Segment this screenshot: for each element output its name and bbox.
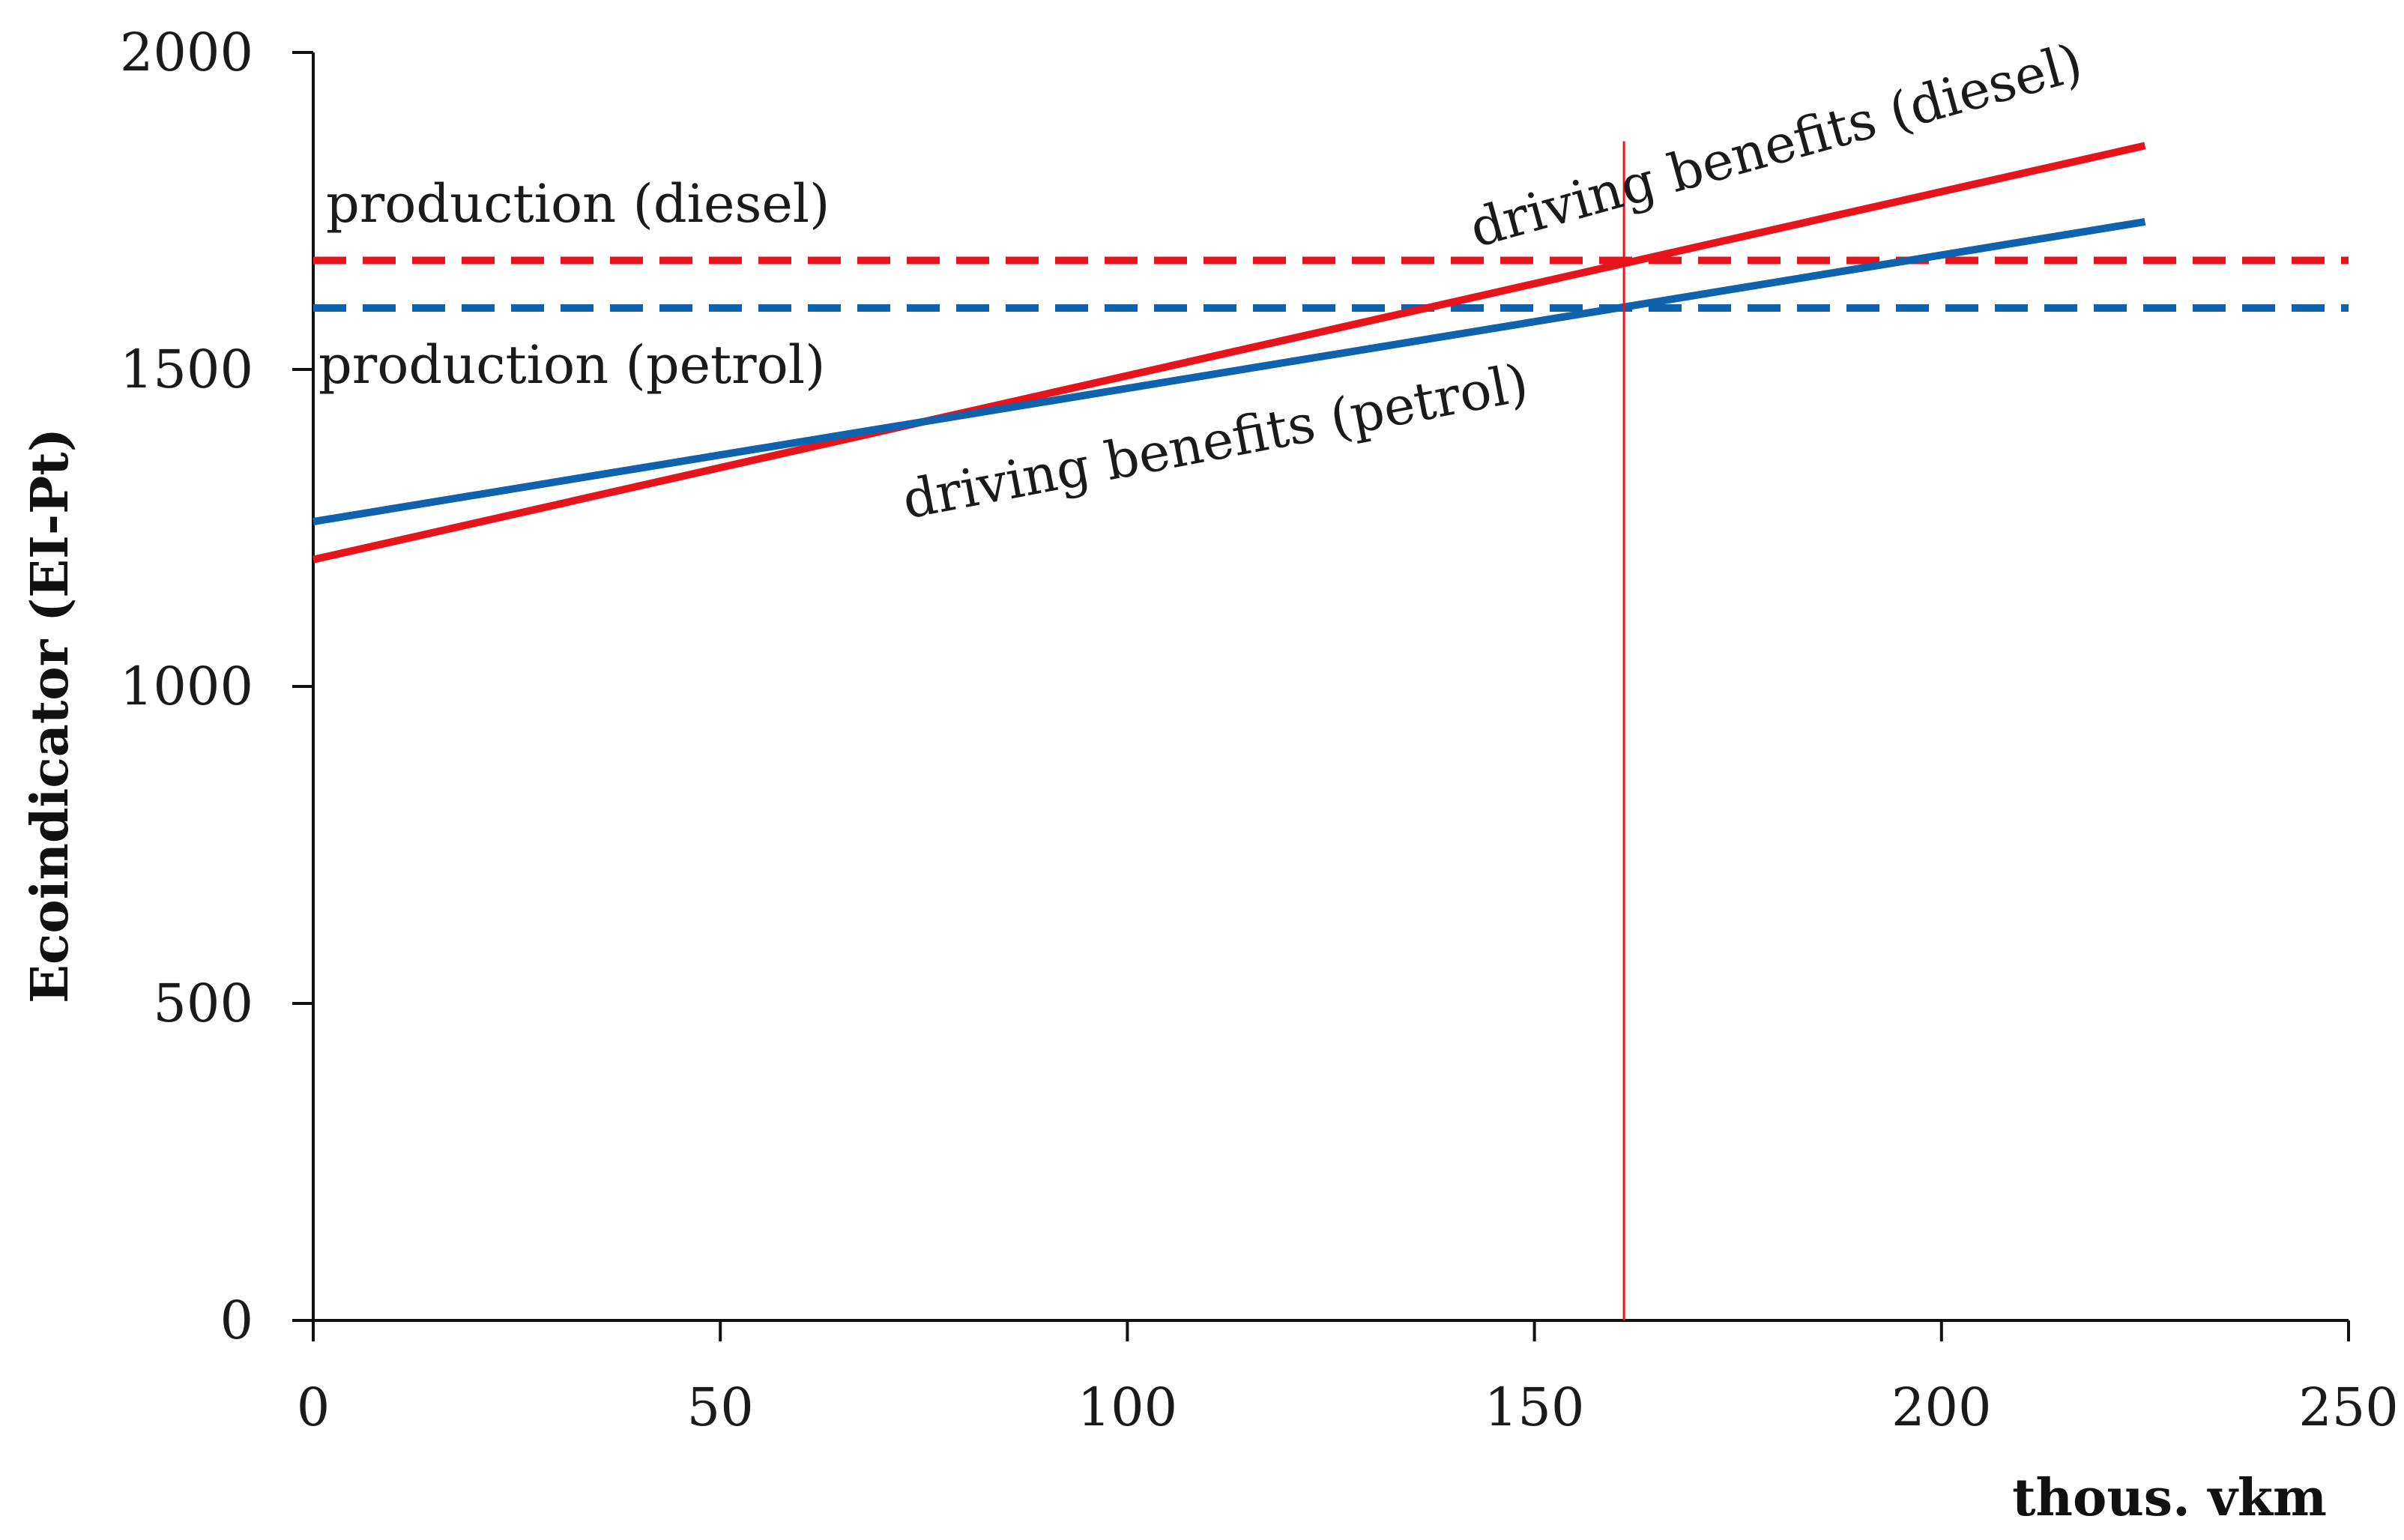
x-tick-label: 100 <box>1078 1377 1178 1438</box>
annotation-driving-benefits-petrol: driving benefits (petrol) <box>898 351 1533 531</box>
annotation-production-diesel: production (diesel) <box>326 173 830 235</box>
series-line-driving-benefits-diesel <box>312 142 2146 564</box>
x-axis-ticks: 0 50 100 150 200 250 <box>297 1320 2399 1438</box>
x-tick-label: 50 <box>687 1377 754 1438</box>
y-axis-title: Ecoindicator (EI-Pt) <box>20 428 80 1003</box>
y-tick-label: 2000 <box>120 22 253 83</box>
x-tick-label: 0 <box>297 1377 330 1438</box>
y-tick-label: 0 <box>220 1290 253 1351</box>
series-line-driving-benefits-petrol <box>312 217 2146 525</box>
x-tick-label: 150 <box>1485 1377 1585 1438</box>
y-tick-label: 500 <box>153 973 253 1034</box>
x-tick-label: 200 <box>1891 1377 1992 1438</box>
annotation-production-petrol: production (petrol) <box>318 334 825 396</box>
annotation-group: production (diesel) production (petrol) … <box>318 31 2089 531</box>
x-axis-title: thous. vkm <box>2012 1468 2327 1528</box>
series-group <box>312 141 2349 1320</box>
y-tick-label: 1000 <box>120 656 253 717</box>
y-tick-label: 1500 <box>120 339 253 400</box>
x-tick-label: 250 <box>2298 1377 2399 1438</box>
y-axis-ticks: 0 500 1000 1500 2000 <box>120 22 313 1351</box>
